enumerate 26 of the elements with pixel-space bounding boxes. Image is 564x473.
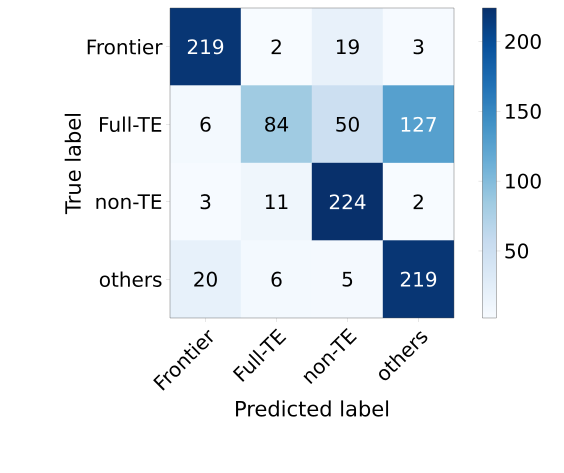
y-tick-label: others	[100, 272, 162, 287]
data-label: 11	[266, 194, 288, 210]
data-label: 2	[272, 39, 281, 54]
data-label: 219	[188, 39, 224, 54]
color-bar-label: 50	[505, 243, 528, 259]
data-label: 50	[336, 116, 359, 132]
data-label: 224	[330, 194, 366, 210]
data-label: 127	[402, 116, 436, 132]
y-tick-label: Frontier	[88, 39, 162, 54]
color-bar-label: 100	[506, 174, 541, 189]
data-label: 6	[200, 116, 211, 132]
data-label: 3	[414, 39, 424, 54]
data-label: 3	[200, 194, 210, 210]
color-bar-label: 200	[505, 34, 541, 50]
data-label: 219	[400, 272, 436, 287]
data-label: 20	[194, 272, 217, 287]
data-label: 5	[342, 272, 352, 287]
y-axis-title: True label	[64, 114, 81, 214]
color-bar-label: 150	[506, 104, 541, 119]
data-label: 84	[265, 116, 288, 132]
data-label: 2	[414, 194, 423, 210]
y-tick-label: non-TE	[96, 194, 162, 210]
data-label: 19	[336, 39, 359, 54]
y-tick-label: Full-TE	[100, 116, 162, 132]
x-axis-title: Predicted label	[236, 400, 388, 417]
data-label: 6	[272, 272, 282, 287]
